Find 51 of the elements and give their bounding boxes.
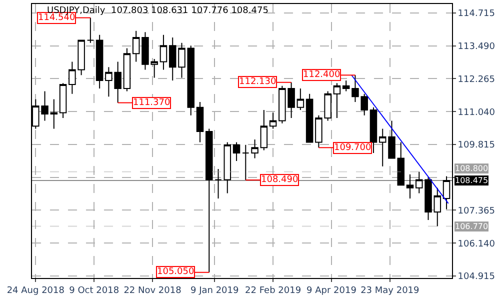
candlestick: [269, 112, 277, 130]
candlestick: [342, 80, 350, 92]
y-tick-label: 107.365: [458, 206, 496, 216]
annotation: 109.700: [334, 143, 372, 153]
y-tick-label: 112.265: [458, 74, 496, 85]
candlestick: [160, 34, 168, 70]
ref-line-label: 106.770: [455, 222, 488, 231]
x-tick-label: 22 Feb 2019: [245, 286, 302, 296]
candlestick: [296, 88, 304, 110]
y-tick-label: 106.140: [458, 239, 496, 250]
y-tick-label: 104.915: [458, 272, 496, 282]
candlestick: [251, 139, 258, 159]
y-tick-label: 114.715: [458, 9, 496, 20]
x-tick-label: 23 May 2019: [360, 286, 420, 296]
candlestick: [378, 128, 386, 167]
candlestick: [50, 98, 58, 130]
candlestick: [59, 82, 67, 119]
candlestick: [196, 101, 204, 143]
annotation: 114.540: [38, 13, 76, 23]
y-tick-label: 111.040: [458, 108, 496, 118]
x-tick-label: 22 Nov 2018: [124, 286, 182, 296]
candlestick: [370, 106, 378, 154]
candlestick: [123, 48, 131, 92]
y-tick-label: 113.490: [458, 42, 496, 52]
annotation: 108.490: [261, 175, 298, 185]
candlestick: [232, 142, 240, 162]
candlestick: [206, 128, 213, 273]
candlestick: [306, 93, 314, 143]
x-tick-label: 24 Aug 2018: [6, 286, 65, 296]
x-tick-label: 9 Apr 2019: [306, 286, 357, 296]
x-tick-label: 9 Jan 2019: [190, 286, 239, 296]
candlestick: [224, 142, 232, 194]
annotation: 112.400: [303, 70, 340, 80]
annotation: 105.050: [157, 267, 194, 277]
candlestick: [434, 187, 442, 227]
candlestick: [214, 168, 222, 200]
annotation: 112.130: [239, 77, 276, 87]
candlestick: [86, 17, 94, 44]
candlestick: [242, 144, 250, 181]
candlestick: [96, 34, 104, 90]
candlestick: [168, 37, 176, 81]
candlestick: [406, 174, 414, 200]
candlestick: [260, 110, 268, 151]
x-tick-label: 9 Oct 2018: [69, 286, 120, 296]
y-tick-label: 109.815: [458, 140, 496, 151]
candlestick: [442, 176, 450, 210]
annotation: 111.370: [133, 98, 170, 108]
candlestick: [132, 30, 140, 62]
ref-line-label: 108.800: [455, 164, 488, 173]
candlestick: [333, 82, 341, 119]
ref-line-label: 108.475: [455, 176, 488, 185]
